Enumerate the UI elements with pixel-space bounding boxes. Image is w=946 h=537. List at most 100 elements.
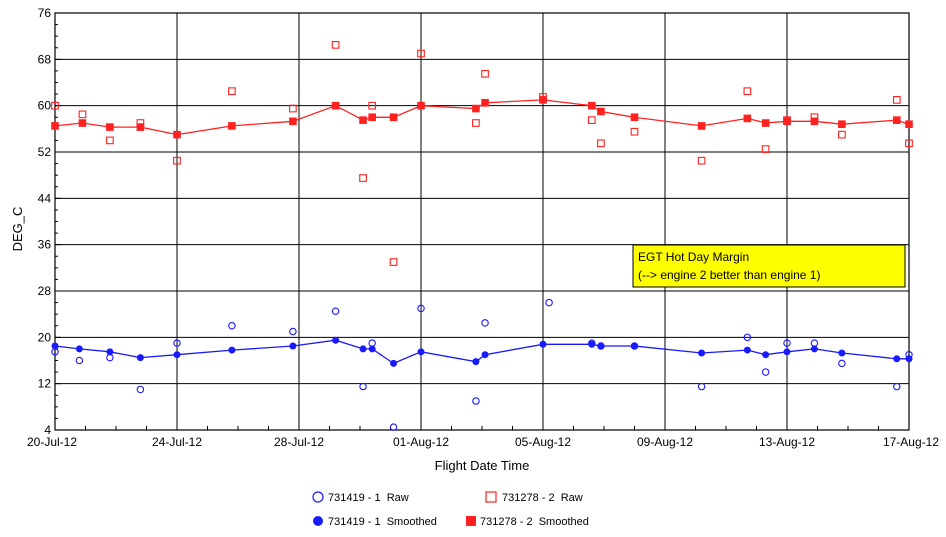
data-point [838,120,846,128]
data-point [588,340,596,348]
data-point [545,298,553,307]
data-point [331,101,340,110]
data-point [173,130,181,139]
data-point [743,114,752,123]
data-point [359,382,367,391]
legend-item-731419-raw: 731419 - 1 Raw [312,491,409,504]
series-layer [51,41,913,431]
data-point [697,382,706,391]
y-tick-label: 44 [38,191,52,205]
data-point [173,339,181,347]
data-point [331,307,340,316]
data-point [389,113,398,122]
annotation-line-1: EGT Hot Day Margin [638,250,749,264]
data-point [838,349,846,357]
data-point [783,339,791,347]
data-point [905,355,913,363]
data-point [51,101,59,110]
y-tick-label: 4 [44,423,51,437]
data-point [359,345,367,353]
data-point [698,349,706,357]
data-point [368,345,376,353]
data-point [481,98,489,107]
x-tick-label: 24-Jul-12 [152,435,202,449]
x-tick-label: 13-Aug-12 [759,435,815,449]
data-point [893,382,901,391]
legend: 731419 - 1 Raw 731278 - 2 Raw 731419 - 1… [312,491,589,528]
data-point [75,345,83,353]
y-tick-label: 76 [38,6,52,20]
data-point [472,397,480,405]
annotation-line-2: (--> engine 2 better than engine 1) [638,268,820,282]
data-point [783,117,791,126]
legend-item-731278-smoothed: 731278 - 2 Smoothed [466,516,589,528]
y-tick-label: 36 [38,238,52,252]
data-point [587,116,596,124]
data-point [228,321,236,330]
data-point [390,359,398,367]
data-point [761,119,770,127]
data-point [481,319,489,327]
data-point [472,119,480,127]
data-point [106,123,114,131]
y-tick-label: 28 [38,284,52,298]
data-point [331,41,340,49]
legend-marker-open-square [485,491,497,503]
data-point [106,348,114,356]
data-point [389,423,398,431]
data-point [417,304,425,313]
data-point [472,358,480,366]
data-point [389,258,398,266]
x-tick-label: 09-Aug-12 [637,435,693,449]
data-point [289,117,297,126]
data-point [905,139,913,148]
data-point [761,368,770,376]
data-point [588,101,596,110]
data-point [78,119,87,127]
data-point [597,342,605,350]
data-point [597,139,605,148]
y-tick-label: 12 [38,377,52,391]
legend-marker-filled-square [466,516,476,526]
x-tick-label: 20-Jul-12 [27,435,77,449]
x-tick-label: 28-Jul-12 [274,435,324,449]
legend-marker-filled-circle [313,516,323,526]
x-tick-label: 05-Aug-12 [515,435,571,449]
annotation-box: EGT Hot Day Margin (--> engine 2 better … [632,244,906,288]
legend-marker-open-circle [312,491,324,503]
data-point [893,355,901,363]
data-point [743,87,752,96]
data-point [359,174,367,182]
data-point [762,351,770,359]
data-point [136,385,145,394]
series-1 [51,41,913,266]
data-point [743,346,751,354]
data-point [743,333,752,342]
y-axis-title: DEG_C [10,207,25,252]
data-point [539,96,547,104]
x-tick-label: 17-Aug-12 [883,435,939,449]
data-point [539,340,547,348]
data-point [173,351,181,359]
data-point [481,351,489,359]
series-2 [51,336,913,367]
grid [55,13,909,430]
data-point [106,136,114,145]
legend-label: 731278 - 2 Raw [502,492,583,504]
data-point [417,49,425,58]
data-point [51,122,59,130]
data-point [838,359,846,368]
data-point [332,336,340,344]
x-axis-title: Flight Date Time [435,458,530,473]
series-line [54,339,909,365]
data-point [631,342,638,350]
data-point [417,348,425,356]
x-axis: 20-Jul-12 24-Jul-12 28-Jul-12 01-Aug-12 05-A… [27,426,939,449]
data-point [838,130,846,139]
legend-item-731278-raw: 731278 - 2 Raw [485,491,583,504]
annotation-background [632,244,906,288]
data-point [289,104,297,113]
data-point [136,354,144,362]
data-point [893,116,901,124]
